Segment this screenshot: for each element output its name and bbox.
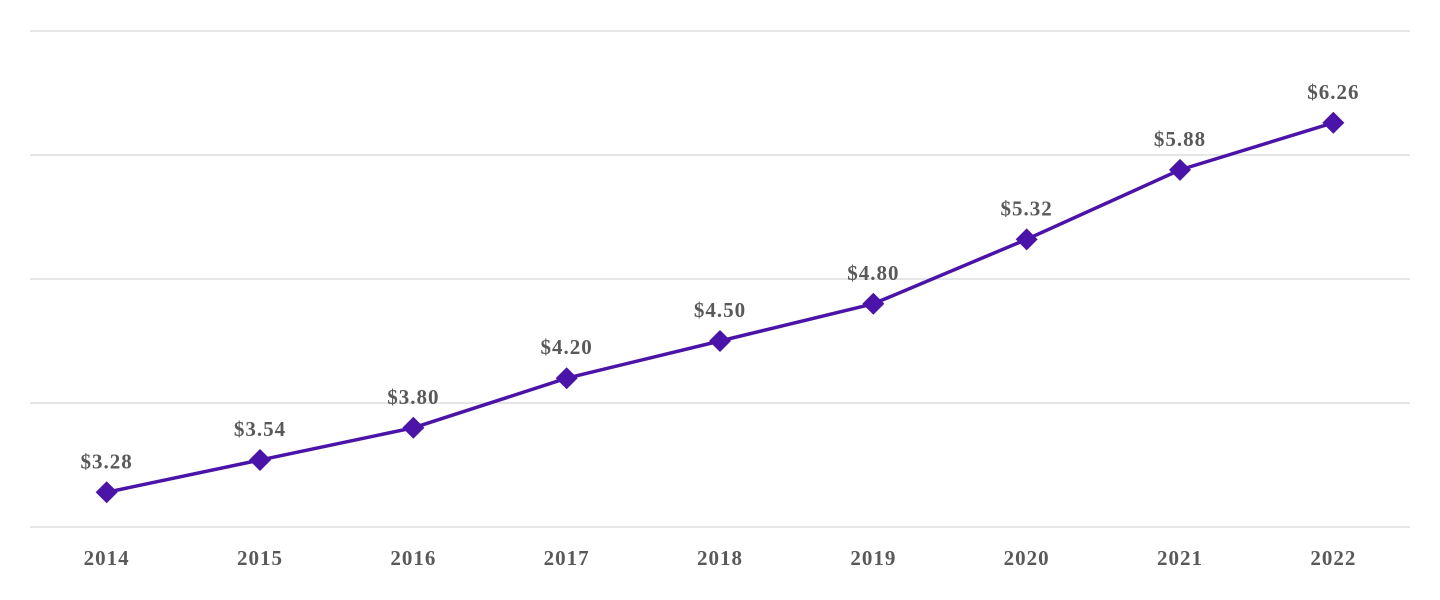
data-point-marker (1015, 228, 1038, 251)
x-tick-label: 2022 (1310, 546, 1356, 570)
x-tick-label: 2017 (544, 546, 590, 570)
x-tick-label: 2019 (850, 546, 896, 570)
data-point-marker (862, 292, 885, 315)
data-point-marker (95, 481, 118, 504)
data-point-marker (1169, 158, 1191, 181)
data-label: $4.80 (847, 261, 899, 285)
data-label: $5.88 (1154, 127, 1206, 151)
data-point-marker (709, 330, 731, 352)
data-label: $6.26 (1307, 80, 1359, 104)
data-label: $5.32 (1001, 196, 1053, 220)
data-point-marker (402, 416, 425, 439)
series: $3.28 $3.54 $3.80 $4.20 $4.50 $4.80 $5.32 $5.88… (81, 80, 1359, 504)
x-tick-label: 2021 (1157, 546, 1203, 570)
x-axis-tick-labels: 2014 2015 2016 2017 2018 2019 2020 2021 2022 (84, 546, 1356, 570)
x-tick-label: 2016 (390, 546, 436, 570)
data-label: $3.28 (81, 449, 133, 473)
x-tick-label: 2020 (1004, 546, 1050, 570)
gridlines (30, 30, 1410, 528)
data-label: $4.20 (541, 335, 593, 359)
x-tick-label: 2015 (237, 546, 283, 570)
data-label: $4.50 (694, 298, 746, 322)
data-label: $3.54 (234, 417, 286, 441)
data-point-marker (555, 367, 578, 390)
x-tick-label: 2014 (84, 546, 130, 570)
x-tick-label: 2018 (697, 546, 743, 570)
data-label: $3.80 (387, 385, 439, 409)
data-point-marker (249, 449, 271, 472)
data-point-marker (1322, 111, 1345, 134)
